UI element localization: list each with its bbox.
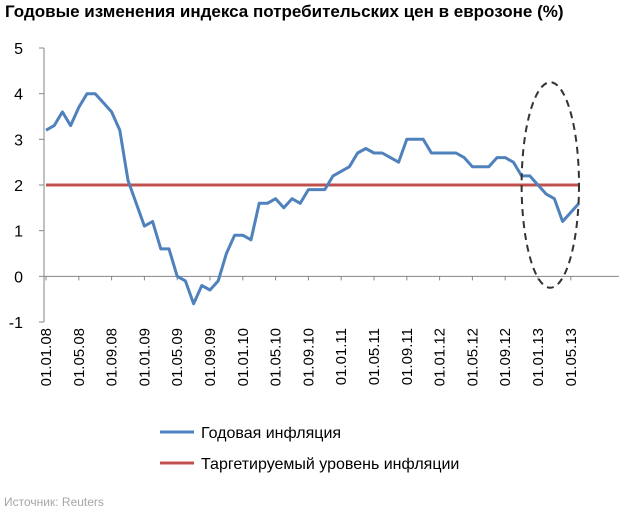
- legend-label: Годовая инфляция: [201, 425, 341, 442]
- legend: Годовая инфляция Таргетируемый уровень ин…: [160, 425, 459, 473]
- y-tick-label: 1: [14, 224, 23, 241]
- x-tick-label: 01.05.09: [169, 328, 186, 386]
- highlight-ellipse: [520, 81, 580, 289]
- source-note: Источник: Reuters: [4, 495, 104, 509]
- x-tick-label: 01.09.10: [300, 328, 317, 386]
- x-tick-label: 01.05.13: [563, 328, 580, 386]
- x-tick-label: 01.01.13: [530, 328, 547, 386]
- x-tick-label: 01.09.09: [202, 328, 219, 386]
- x-tick-label: 01.01.12: [432, 328, 449, 386]
- series-line-annual-inflation: [45, 92, 581, 306]
- x-axis-ticks: 01.01.08 01.05.08 01.09.08 01.01.09 01.05.09…: [38, 276, 580, 386]
- x-tick-label: 01.01.09: [136, 328, 153, 386]
- x-tick-label: 01.05.10: [268, 328, 285, 386]
- x-tick-label: 01.05.11: [366, 328, 383, 385]
- y-tick-label: 0: [14, 269, 23, 286]
- legend-item-annual-inflation: Годовая инфляция: [160, 425, 341, 442]
- y-tick-label: -1: [9, 315, 23, 332]
- legend-item-target-inflation: Таргетируемый уровень инфляции: [160, 456, 459, 473]
- x-tick-label: 01.09.11: [399, 328, 416, 385]
- x-tick-label: 01.09.12: [497, 328, 514, 386]
- series-layer: [45, 92, 581, 306]
- x-tick-label: 01.05.08: [71, 328, 88, 386]
- y-axis-ticks: -1 0 1 2 3 4 5: [9, 41, 44, 332]
- y-tick-label: 3: [14, 132, 23, 149]
- y-tick-label: 4: [14, 87, 23, 104]
- x-tick-label: 01.05.12: [464, 328, 481, 386]
- x-tick-label: 01.01.11: [333, 328, 350, 385]
- legend-label: Таргетируемый уровень инфляции: [201, 456, 459, 473]
- x-tick-label: 01.09.08: [104, 328, 121, 386]
- x-tick-label: 01.01.08: [38, 328, 55, 386]
- chart-title: Годовые изменения индекса потребительски…: [5, 2, 564, 21]
- y-tick-label: 2: [14, 178, 23, 195]
- y-tick-label: 5: [14, 41, 23, 58]
- x-tick-label: 01.01.10: [235, 328, 252, 386]
